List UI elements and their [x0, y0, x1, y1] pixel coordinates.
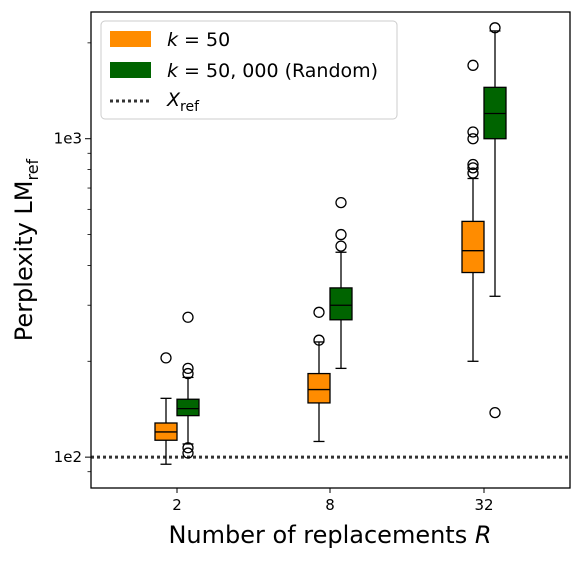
plot-area [91, 22, 570, 465]
y-axis-label: Perplexity LMref [10, 158, 42, 341]
box-k50000-2 [176, 311, 200, 459]
x-tick-label-8: 8 [325, 496, 335, 514]
y-tick-label-1e2: 1e2 [54, 448, 82, 466]
outlier-k50-32-0 [467, 167, 479, 179]
box-k50-32 [461, 59, 485, 362]
outlier-k50-32-2 [467, 158, 479, 171]
outlier-k50000-8-1 [335, 228, 347, 241]
outlier-k50-32-5 [467, 59, 479, 71]
outlier-k50000-8-0 [335, 240, 347, 252]
outlier-k50-32-3 [467, 133, 479, 145]
legend-label-ref: Xref [166, 89, 200, 115]
legend-swatch-k50 [110, 31, 151, 47]
outlier-k50000-32-1 [489, 22, 501, 34]
box-k50000-32 [483, 22, 507, 419]
legend-label-k50000: k = 50, 000 (Random) [167, 60, 378, 82]
y-tick-label-1e3: 1e3 [54, 130, 82, 148]
x-tick-label-32: 32 [474, 496, 493, 514]
outlier-k50-8-1 [313, 306, 325, 318]
outlier-k50000-2-4 [182, 311, 194, 323]
iqr-box-k50000-2 [176, 398, 200, 417]
legend-label-k50: k = 50 [167, 29, 230, 51]
outlier-k50000-8-2 [335, 196, 347, 209]
iqr-box-k50-8 [307, 372, 331, 404]
legend-frame [100, 20, 398, 120]
axes-ticks: 2 8 32 1e2 1e3 [54, 42, 494, 514]
box-k50-2 [154, 352, 178, 465]
outlier-k50000-2-0 [182, 447, 194, 459]
x-tick-label-2: 2 [172, 496, 182, 514]
outlier-k50000-2-2 [182, 367, 194, 380]
box-k50000-8 [329, 196, 353, 370]
box-k50-8 [307, 306, 331, 443]
outlier-k50-8-0 [313, 334, 325, 346]
outlier-k50000-32-0 [489, 406, 501, 419]
outlier-k50-32-1 [467, 162, 479, 174]
x-axis-label: Number of replacements R [168, 521, 491, 549]
outlier-k50000-2-3 [182, 362, 194, 375]
legend-swatch-k50000 [110, 62, 151, 78]
iqr-box-k50-32 [461, 220, 485, 274]
outlier-k50000-2-1 [182, 442, 194, 454]
outlier-k50-32-4 [467, 126, 479, 138]
legend: k = 50 k = 50, 000 (Random) Xref [100, 20, 398, 120]
iqr-box-k50000-8 [329, 287, 353, 321]
outlier-k50-2-0 [160, 352, 172, 364]
